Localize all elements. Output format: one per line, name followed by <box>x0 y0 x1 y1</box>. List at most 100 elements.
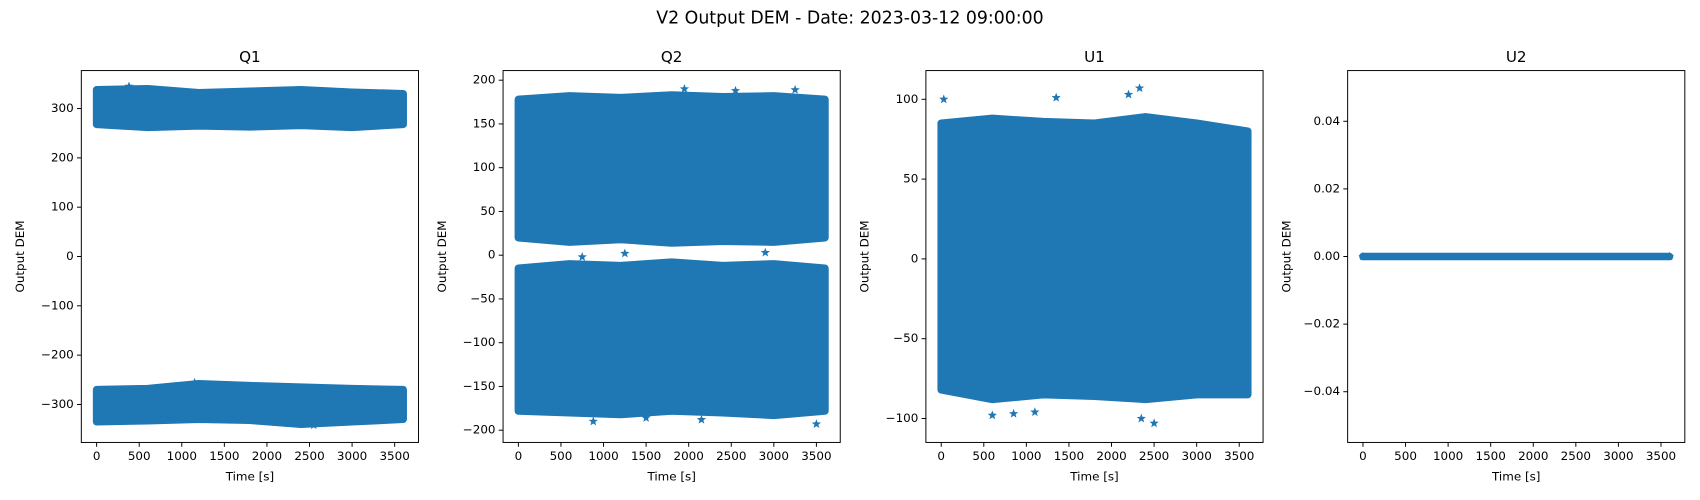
y-tick-label: 150 <box>473 116 496 130</box>
y-tick-label: 0 <box>911 251 919 265</box>
y-tick-label: −0.04 <box>1304 384 1341 398</box>
x-tick-label: 2000 <box>1096 449 1126 463</box>
x-tick-label: 1500 <box>209 449 239 463</box>
scatter-point <box>1030 407 1040 417</box>
x-tick-label: 3500 <box>1224 449 1254 463</box>
scatter-point <box>1664 251 1675 261</box>
y-tick-label: 200 <box>473 73 496 87</box>
scatter-point <box>620 248 630 258</box>
y-tick-label: −200 <box>41 348 74 362</box>
x-axis-label: Time [s] <box>1069 470 1118 484</box>
scatter-point <box>641 413 651 422</box>
x-tick-label: 2500 <box>1139 449 1169 463</box>
figure-title: V2 Output DEM - Date: 2023-03-12 09:00:0… <box>656 9 1043 29</box>
y-tick-label: 0 <box>488 248 496 262</box>
y-tick-label: 0 <box>66 249 74 263</box>
y-tick-label: −100 <box>886 411 919 425</box>
scatter-point <box>811 419 822 429</box>
scatter-cloud <box>937 113 1252 404</box>
x-tick-label: 500 <box>972 449 995 463</box>
y-tick-label: 50 <box>903 172 918 186</box>
subplot-title: U1 <box>1084 48 1105 66</box>
axes-frame <box>502 70 841 443</box>
x-axis-label: Time [s] <box>646 470 695 484</box>
y-tick-label: 0.00 <box>1314 249 1341 263</box>
x-tick-label: 1500 <box>1054 449 1084 463</box>
scatter-point <box>189 377 200 387</box>
subplot-title: Q2 <box>661 48 683 66</box>
y-tick-label: −100 <box>463 335 496 349</box>
scatter-point <box>588 416 598 426</box>
scatter-cloud <box>514 91 829 247</box>
x-tick-label: 3000 <box>1182 449 1212 463</box>
x-tick-label: 500 <box>550 449 573 463</box>
x-tick-label: 1500 <box>1476 449 1506 463</box>
axes-frame <box>925 70 1264 443</box>
y-tick-label: −50 <box>893 331 918 345</box>
y-axis-label: Output DEM <box>13 220 27 292</box>
x-tick-label: 2500 <box>716 449 746 463</box>
y-tick-label: 50 <box>480 204 495 218</box>
y-tick-label: −50 <box>470 291 495 305</box>
subplot-title: Q1 <box>239 48 261 66</box>
x-axis-label: Time [s] <box>1491 470 1540 484</box>
scatter-point <box>1149 418 1159 428</box>
x-axis-label: Time [s] <box>225 470 274 484</box>
x-tick-label: 500 <box>1394 449 1417 463</box>
x-tick-label: 0 <box>1359 449 1367 463</box>
x-tick-label: 1500 <box>631 449 661 463</box>
x-tick-label: 0 <box>93 449 101 463</box>
scatter-point <box>1358 251 1368 261</box>
plot-area <box>92 81 407 430</box>
y-axis-label: Output DEM <box>1279 220 1293 292</box>
x-tick-label: 500 <box>128 449 151 463</box>
scatter-cloud <box>514 258 829 420</box>
y-tick-label: 100 <box>896 92 919 106</box>
x-tick-label: 1000 <box>1011 449 1041 463</box>
x-tick-label: 3000 <box>1603 449 1633 463</box>
x-tick-label: 2000 <box>1518 449 1548 463</box>
x-tick-label: 0 <box>937 449 945 463</box>
x-tick-label: 0 <box>515 449 523 463</box>
plot-area <box>1358 251 1675 261</box>
y-tick-label: 0.04 <box>1314 114 1341 128</box>
x-tick-label: 3000 <box>337 449 367 463</box>
x-tick-label: 3500 <box>801 449 831 463</box>
scatter-point <box>1134 83 1145 93</box>
scatter-cloud <box>92 379 407 428</box>
y-tick-label: −150 <box>463 379 496 393</box>
x-tick-label: 3500 <box>379 449 409 463</box>
y-tick-label: 300 <box>51 101 74 115</box>
subplot-title: U2 <box>1506 48 1527 66</box>
scatter-point <box>1051 92 1061 102</box>
scatter-point <box>309 420 319 430</box>
plot-area <box>514 84 829 429</box>
y-axis-label: Output DEM <box>858 220 872 292</box>
y-tick-label: −0.02 <box>1304 317 1341 331</box>
x-tick-label: 2500 <box>1561 449 1591 463</box>
y-tick-label: −200 <box>463 423 496 437</box>
scatter-point <box>987 410 997 420</box>
scatter-point <box>790 84 800 94</box>
y-tick-label: 200 <box>51 150 74 164</box>
scatter-point <box>1123 89 1134 99</box>
scatter-point <box>730 85 741 95</box>
y-axis-label: Output DEM <box>435 220 449 292</box>
x-tick-label: 1000 <box>1433 449 1463 463</box>
y-tick-label: 0.02 <box>1314 181 1341 195</box>
scatter-point <box>124 81 134 91</box>
scatter-point <box>760 247 770 257</box>
y-tick-label: −300 <box>41 397 74 411</box>
y-tick-label: 100 <box>51 200 74 214</box>
scatter-point <box>679 84 690 93</box>
scatter-point <box>939 94 949 104</box>
y-tick-label: 100 <box>473 160 496 174</box>
plot-area <box>937 83 1252 428</box>
scatter-point <box>696 414 707 424</box>
y-tick-label: −100 <box>41 298 74 312</box>
scatter-point <box>1136 413 1146 423</box>
x-tick-label: 2500 <box>294 449 324 463</box>
x-tick-label: 1000 <box>588 449 618 463</box>
